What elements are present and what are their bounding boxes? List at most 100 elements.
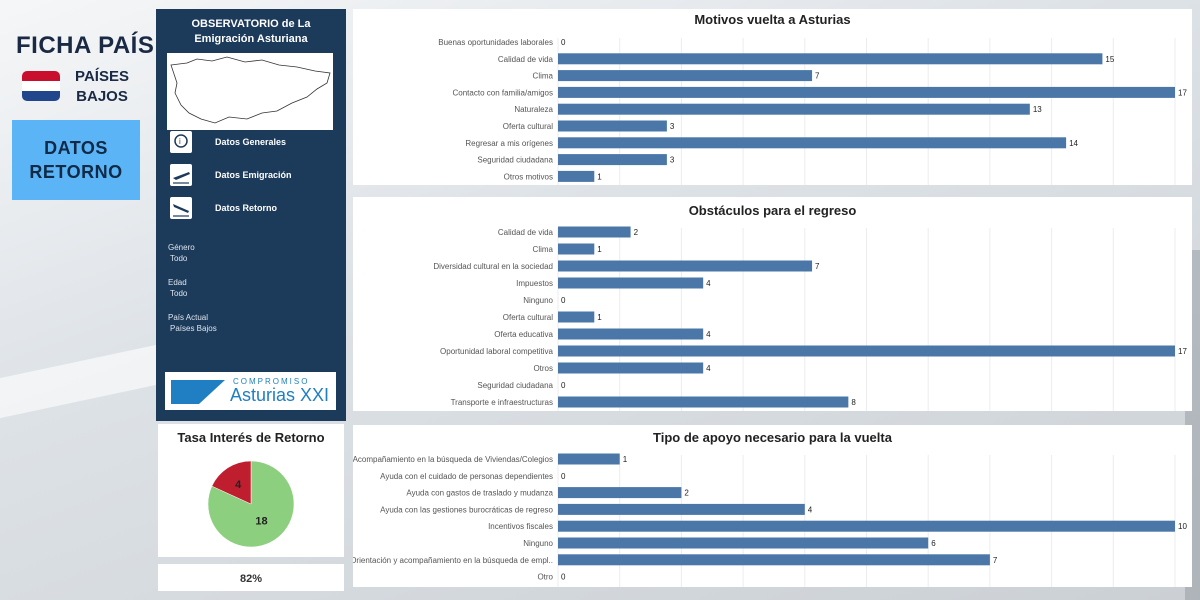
filter-genero[interactable]: Género Todo bbox=[168, 242, 195, 264]
value-label: 8 bbox=[851, 398, 856, 407]
bar[interactable] bbox=[558, 503, 805, 515]
chart-obstaculos: Calidad de vida 2 Clima 1 Diversidad cultura… bbox=[433, 226, 1187, 411]
value-label: 14 bbox=[1069, 139, 1078, 148]
nav-item-label: Datos Retorno bbox=[215, 203, 278, 213]
nav-title-line-2: Emigración Asturiana bbox=[194, 33, 308, 45]
category-label: Naturaleza bbox=[514, 105, 553, 114]
bar[interactable] bbox=[558, 537, 929, 549]
value-label: 0 bbox=[561, 573, 566, 582]
chart-title: Motivos vuelta a Asturias bbox=[694, 12, 851, 27]
value-label: 1 bbox=[597, 172, 602, 181]
bar[interactable] bbox=[558, 453, 620, 465]
logo-text-top: COMPROMISO bbox=[233, 377, 310, 386]
bar[interactable] bbox=[558, 137, 1067, 149]
value-label: 1 bbox=[597, 245, 602, 254]
bar[interactable] bbox=[558, 311, 595, 323]
category-label: Calidad de vida bbox=[498, 55, 554, 64]
category-label: Acompañamiento en la búsqueda de Viviend… bbox=[353, 455, 553, 464]
datos-retorno-button[interactable]: DATOS RETORNO bbox=[12, 120, 140, 200]
bar[interactable] bbox=[558, 170, 595, 182]
filter-pais-actual[interactable]: País Actual Países Bajos bbox=[168, 312, 217, 334]
category-label: Transporte e infraestructuras bbox=[451, 398, 553, 407]
filter-edad[interactable]: Edad Todo bbox=[168, 277, 187, 299]
category-label: Clima bbox=[533, 72, 554, 81]
nav-item-label: Datos Emigración bbox=[215, 170, 292, 180]
category-label: Incentivos fiscales bbox=[488, 522, 553, 531]
bar[interactable] bbox=[558, 226, 631, 238]
category-label: Calidad de vida bbox=[498, 228, 554, 237]
info-map-icon: i bbox=[170, 131, 192, 153]
nav-item-datos-retorno[interactable]: Datos Retorno bbox=[170, 197, 340, 223]
value-label: 13 bbox=[1033, 105, 1042, 114]
bar[interactable] bbox=[558, 86, 1175, 98]
filter-value: Todo bbox=[170, 289, 188, 298]
category-label: Regresar a mis orígenes bbox=[465, 139, 553, 148]
category-label: Ayuda con gastos de traslado y mudanza bbox=[406, 489, 553, 498]
nav-item-datos-emigracion[interactable]: Datos Emigración bbox=[170, 164, 340, 190]
bar[interactable] bbox=[558, 243, 595, 255]
category-label: Oportunidad laboral competitiva bbox=[440, 347, 554, 356]
value-label: 17 bbox=[1178, 347, 1187, 356]
filter-value: Todo bbox=[170, 254, 188, 263]
category-label: Otro bbox=[537, 573, 553, 582]
filter-value: Países Bajos bbox=[170, 324, 217, 333]
bar[interactable] bbox=[558, 554, 990, 566]
category-label: Seguridad ciudadana bbox=[477, 381, 553, 390]
bar[interactable] bbox=[558, 70, 813, 82]
bar[interactable] bbox=[558, 53, 1103, 65]
value-label: 4 bbox=[808, 505, 813, 514]
value-label: 2 bbox=[634, 228, 639, 237]
category-label: Diversidad cultural en la sociedad bbox=[433, 262, 553, 271]
bar[interactable] bbox=[558, 396, 849, 408]
value-label: 7 bbox=[815, 262, 820, 271]
category-label: Seguridad ciudadana bbox=[477, 156, 553, 165]
bar[interactable] bbox=[558, 120, 667, 132]
category-label: Clima bbox=[533, 245, 554, 254]
logo-text-main: Asturias XXI bbox=[230, 385, 330, 405]
datos-button-line-1: DATOS bbox=[44, 138, 108, 158]
plane-arrival-icon bbox=[170, 197, 192, 219]
bar[interactable] bbox=[558, 154, 667, 166]
pie-slice[interactable] bbox=[211, 460, 252, 505]
nav-item-label: Datos Generales bbox=[215, 137, 287, 147]
category-label: Ayuda con las gestiones burocráticas de … bbox=[380, 505, 553, 514]
category-label: Ayuda con el cuidado de personas dependi… bbox=[380, 472, 553, 481]
value-label: 0 bbox=[561, 296, 566, 305]
bar[interactable] bbox=[558, 520, 1175, 532]
value-label: 2 bbox=[684, 489, 689, 498]
category-label: Contacto con familia/amigos bbox=[453, 88, 554, 97]
netherlands-flag-icon bbox=[22, 71, 60, 101]
chart-motivos: Buenas oportunidades laborales 0 Calidad d… bbox=[438, 38, 1187, 185]
value-label: 0 bbox=[561, 472, 566, 481]
value-label: 10 bbox=[1178, 522, 1187, 531]
chart-apoyo: Acompañamiento en la búsqueda de Viviend… bbox=[353, 453, 1187, 587]
value-label: 1 bbox=[623, 455, 628, 464]
bar[interactable] bbox=[558, 362, 704, 374]
bar[interactable] bbox=[558, 277, 704, 289]
bar[interactable] bbox=[558, 487, 682, 499]
bar[interactable] bbox=[558, 260, 813, 272]
navigation-panel: OBSERVATORIO de La Emigración Asturiana … bbox=[156, 9, 346, 421]
chart-motivos-card: Motivos vuelta a Asturias Buenas oportun… bbox=[353, 9, 1192, 185]
percent-value: 82% bbox=[239, 573, 263, 585]
filter-label: Género bbox=[168, 243, 195, 252]
value-label: 7 bbox=[815, 72, 820, 81]
plane-departure-icon bbox=[170, 164, 192, 186]
bar[interactable] bbox=[558, 103, 1030, 115]
bar[interactable] bbox=[558, 328, 704, 340]
bar[interactable] bbox=[558, 345, 1175, 357]
svg-text:i: i bbox=[179, 137, 181, 146]
datos-button-line-2: RETORNO bbox=[29, 162, 123, 182]
value-label: 4 bbox=[706, 364, 711, 373]
country-name: PAÍSES BAJOS bbox=[70, 67, 134, 107]
value-label: 15 bbox=[1105, 55, 1114, 64]
country-line-2: BAJOS bbox=[76, 88, 128, 105]
page-title: FICHA PAÍS bbox=[16, 32, 155, 59]
category-label: Orientación y acompañamiento en la búsqu… bbox=[353, 556, 553, 565]
pie-chart: 18 4 bbox=[207, 460, 295, 548]
filter-label: Edad bbox=[168, 278, 187, 287]
value-label: 3 bbox=[670, 122, 675, 131]
pie-value-label: 4 bbox=[235, 479, 242, 491]
nav-item-datos-generales[interactable]: i Datos Generales bbox=[170, 131, 340, 157]
category-label: Oferta cultural bbox=[503, 122, 553, 131]
